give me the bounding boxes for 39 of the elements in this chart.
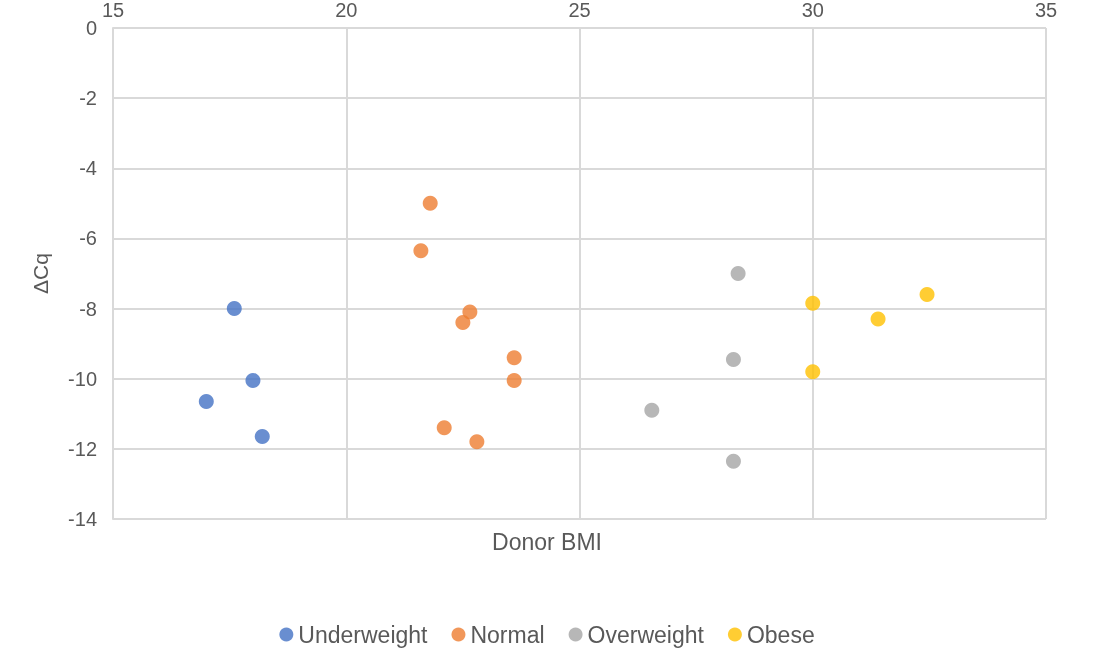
y-tick-label: -14 bbox=[68, 508, 97, 530]
point bbox=[805, 364, 821, 380]
point bbox=[254, 429, 270, 445]
x-axis-title: Donor BMI bbox=[492, 528, 602, 555]
x-tick-label: 25 bbox=[568, 0, 591, 21]
y-tick-label: -8 bbox=[79, 297, 97, 320]
x-tick-label: 20 bbox=[335, 0, 358, 21]
point bbox=[506, 372, 522, 388]
point bbox=[469, 434, 485, 450]
point bbox=[919, 287, 935, 303]
y-tick-label: 0 bbox=[85, 17, 97, 39]
point bbox=[436, 420, 452, 436]
point bbox=[644, 402, 660, 418]
x-tick-label: 30 bbox=[801, 0, 824, 21]
point bbox=[725, 453, 741, 469]
y-tick-label: -6 bbox=[79, 227, 97, 250]
y-axis-title: ΔCq bbox=[29, 253, 52, 294]
point bbox=[198, 394, 214, 410]
x-tick-label: 15 bbox=[101, 0, 125, 21]
y-tick-label: -10 bbox=[68, 367, 97, 390]
point bbox=[725, 351, 741, 367]
point bbox=[506, 350, 522, 366]
y-tick-label: -2 bbox=[79, 87, 97, 110]
point bbox=[422, 195, 438, 211]
legend-label: Normal bbox=[470, 621, 545, 648]
point bbox=[870, 311, 886, 327]
x-tick-label: 35 bbox=[1034, 0, 1058, 21]
point bbox=[413, 243, 429, 259]
y-tick-label: -4 bbox=[79, 157, 97, 180]
point bbox=[226, 301, 242, 317]
point bbox=[462, 304, 478, 320]
legend-label: Underweight bbox=[298, 621, 429, 648]
point bbox=[455, 315, 471, 331]
point bbox=[245, 372, 261, 388]
legend-label: Overweight bbox=[587, 621, 705, 648]
point bbox=[730, 266, 746, 281]
point bbox=[805, 295, 821, 311]
y-tick-label: -12 bbox=[68, 437, 97, 460]
legend-label: Obese bbox=[746, 621, 815, 648]
